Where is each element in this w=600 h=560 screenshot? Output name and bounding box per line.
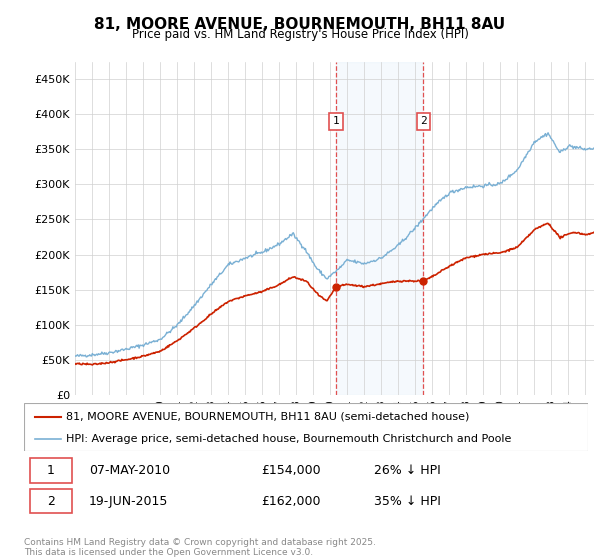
Text: HPI: Average price, semi-detached house, Bournemouth Christchurch and Poole: HPI: Average price, semi-detached house,… [66, 434, 512, 444]
Text: 2: 2 [420, 116, 427, 126]
Text: £154,000: £154,000 [261, 464, 320, 477]
FancyBboxPatch shape [29, 458, 72, 483]
Text: Contains HM Land Registry data © Crown copyright and database right 2025.
This d: Contains HM Land Registry data © Crown c… [24, 538, 376, 557]
Text: 07-MAY-2010: 07-MAY-2010 [89, 464, 170, 477]
Text: 81, MOORE AVENUE, BOURNEMOUTH, BH11 8AU: 81, MOORE AVENUE, BOURNEMOUTH, BH11 8AU [94, 17, 506, 32]
Text: 35% ↓ HPI: 35% ↓ HPI [374, 494, 440, 508]
Bar [336, 62, 424, 395]
FancyBboxPatch shape [24, 403, 588, 451]
Text: 81, MOORE AVENUE, BOURNEMOUTH, BH11 8AU (semi-detached house): 81, MOORE AVENUE, BOURNEMOUTH, BH11 8AU … [66, 412, 470, 422]
Text: 2: 2 [47, 494, 55, 508]
Text: 1: 1 [333, 116, 340, 126]
Text: £162,000: £162,000 [261, 494, 320, 508]
Text: 1: 1 [47, 464, 55, 477]
FancyBboxPatch shape [29, 489, 72, 514]
Text: 19-JUN-2015: 19-JUN-2015 [89, 494, 168, 508]
Text: 26% ↓ HPI: 26% ↓ HPI [374, 464, 440, 477]
Text: Price paid vs. HM Land Registry's House Price Index (HPI): Price paid vs. HM Land Registry's House … [131, 28, 469, 41]
